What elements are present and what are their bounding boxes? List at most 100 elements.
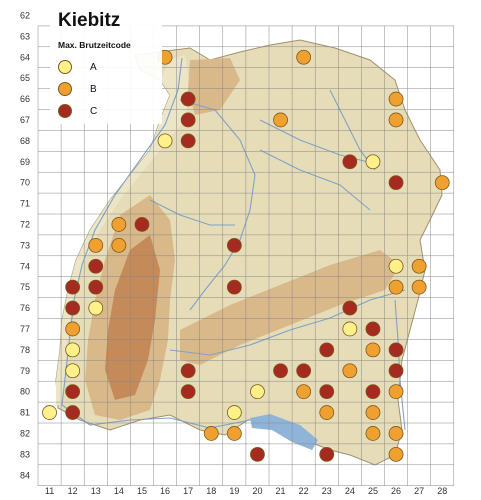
row-label: 82: [20, 428, 30, 438]
map-grid: [37, 25, 455, 486]
record-dot-b: [411, 258, 427, 274]
record-dot-b: [388, 91, 404, 107]
row-label: 65: [20, 73, 30, 83]
legend-dot-a-icon: [58, 60, 72, 74]
black-forest-peaks: [105, 235, 160, 400]
column-label: 28: [437, 486, 447, 496]
record-dot-a: [65, 342, 81, 358]
enz-river: [149, 199, 235, 226]
neckar-river: [179, 99, 256, 311]
legend-dot-b-icon: [58, 82, 72, 96]
kocher-river: [259, 149, 371, 211]
legend-label-b: B: [90, 83, 97, 95]
record-dot-c: [342, 300, 358, 316]
column-label: 18: [206, 486, 216, 496]
column-label: 11: [45, 486, 54, 496]
swabian-jura-relief: [180, 250, 400, 365]
row-label: 69: [20, 157, 30, 167]
record-dot-c: [180, 363, 196, 379]
row-label: 83: [20, 449, 30, 459]
column-label: 17: [183, 486, 193, 496]
row-label: 68: [20, 136, 30, 146]
row-label: 78: [20, 345, 30, 355]
record-dot-c: [180, 133, 196, 149]
record-dot-b: [388, 426, 404, 441]
row-label: 62: [20, 10, 30, 20]
record-dot-c: [388, 342, 404, 358]
row-label: 67: [20, 115, 30, 125]
record-dot-c: [88, 279, 104, 295]
record-dot-b: [111, 217, 127, 232]
record-dot-c: [319, 342, 335, 358]
row-label: 81: [20, 408, 30, 418]
row-label: 72: [20, 219, 30, 229]
row-label: 63: [20, 31, 30, 41]
column-label: 14: [114, 486, 124, 496]
row-label: 76: [20, 303, 30, 313]
record-dot-c: [250, 446, 265, 462]
record-dot-b: [434, 175, 450, 191]
danube-river: [169, 289, 406, 356]
column-label: 22: [299, 486, 309, 496]
record-dot-c: [65, 405, 81, 420]
record-dot-c: [319, 446, 335, 462]
record-dot-b: [388, 279, 404, 295]
record-dot-c: [342, 154, 358, 170]
record-dot-b: [65, 321, 81, 337]
record-dot-c: [388, 363, 404, 379]
record-dot-b: [111, 237, 127, 253]
record-dot-a: [342, 321, 358, 337]
record-dot-c: [296, 363, 312, 379]
column-label: 15: [137, 486, 147, 496]
iller-river: [394, 299, 406, 431]
legend-title: Max. Brutzeitcode: [58, 40, 131, 50]
record-dot-b: [365, 342, 381, 358]
row-label: 73: [20, 240, 30, 250]
record-dot-b: [319, 405, 335, 420]
record-dot-b: [365, 426, 381, 441]
record-dot-a: [226, 405, 242, 420]
column-label: 12: [68, 486, 78, 496]
odenwald-relief: [188, 58, 240, 115]
column-label: 25: [368, 486, 378, 496]
record-dot-c: [65, 279, 81, 295]
record-dot-b: [388, 446, 404, 462]
column-label: 24: [345, 486, 355, 496]
record-dots: [42, 49, 450, 462]
record-dot-a: [88, 300, 104, 316]
record-dot-c: [65, 384, 81, 400]
record-dot-c: [226, 279, 242, 295]
record-dot-b: [296, 384, 312, 400]
record-dot-c: [273, 363, 288, 379]
record-dot-b: [342, 363, 358, 379]
record-dot-b: [273, 112, 288, 128]
record-dot-a: [250, 384, 265, 400]
legend-item-a: A: [58, 58, 97, 76]
column-label: 21: [276, 486, 286, 496]
rhine-plain: [56, 55, 190, 405]
column-label: 20: [252, 486, 262, 496]
column-label: 26: [391, 486, 401, 496]
row-label: 64: [20, 52, 30, 62]
record-dot-c: [134, 217, 150, 232]
record-dot-a: [365, 154, 381, 170]
record-dot-c: [365, 384, 381, 400]
record-dot-c: [180, 91, 196, 107]
row-label: 79: [20, 366, 30, 376]
legend-label-c: C: [90, 105, 98, 117]
record-dot-b: [411, 279, 427, 295]
row-label: 70: [20, 178, 30, 188]
row-label: 71: [20, 199, 30, 209]
record-dot-b: [388, 112, 404, 128]
map-title: Kiebitz: [58, 10, 121, 31]
record-dot-c: [88, 258, 104, 274]
record-dot-c: [180, 112, 196, 128]
row-label: 75: [20, 282, 30, 292]
record-dot-a: [388, 258, 404, 274]
grid-labels: 62 63 64 65 66 67 68 69 70 71 72 73 74 75 76 77 78 79 80 81…: [20, 10, 447, 496]
record-dot-b: [226, 426, 242, 441]
record-dot-a: [65, 363, 81, 379]
column-label: 16: [160, 486, 170, 496]
